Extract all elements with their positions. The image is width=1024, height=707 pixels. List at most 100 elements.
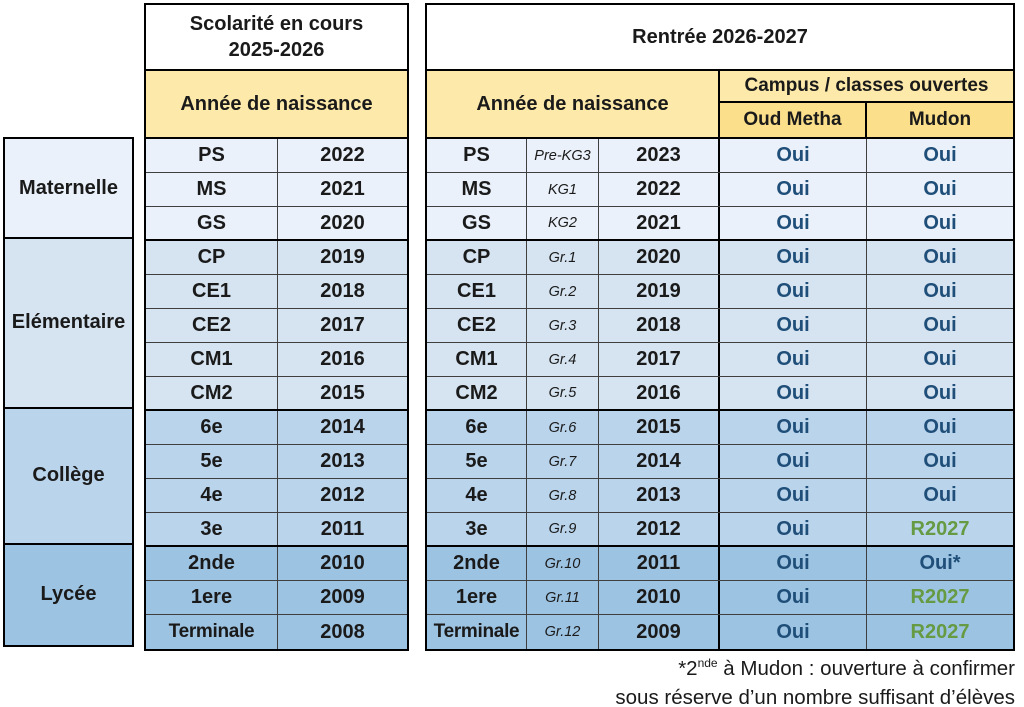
birth-year-cell: 2017 [320, 314, 365, 336]
class-name-cell: 1ere [146, 581, 278, 614]
current-year-table: Scolarité en cours 2025-2026 Année de na… [144, 3, 409, 651]
footnote-superscript: nde [697, 656, 718, 670]
birth-year-cell: 2023 [599, 139, 720, 172]
birth-year-cell: 2020 [599, 241, 720, 274]
table-row: 4e Gr.8 2013 Oui Oui [427, 479, 1013, 513]
current-table-title: Scolarité en cours 2025-2026 [146, 5, 407, 71]
class-name-cell: 5e [427, 445, 527, 478]
grade-en-cell: Gr.9 [527, 513, 599, 545]
mudon-status-cell: Oui [923, 348, 957, 370]
mudon-status-cell: Oui [923, 280, 957, 302]
footnote-line2: sous réserve d’un nombre suffisant d’élè… [615, 685, 1015, 707]
class-name-cell: 6e [427, 411, 527, 444]
table-row: 2nde 2010 [146, 547, 407, 581]
class-name-cell: 1ere [427, 581, 527, 614]
birth-year-cell: 2012 [599, 513, 720, 545]
class-name-cell: 3e [427, 513, 527, 545]
birth-year-cell: 2016 [320, 348, 365, 370]
oud-metha-status-cell: Oui [720, 547, 867, 580]
class-name-cell: GS [146, 207, 278, 239]
birth-year-cell: 2021 [320, 178, 365, 200]
table-row: 2nde Gr.10 2011 Oui Oui* [427, 547, 1013, 581]
campus-mudon-header: Mudon [908, 109, 972, 130]
grade-en-cell: Gr.2 [527, 275, 599, 308]
next-table-header: Année de naissance Campus / classes ouve… [427, 71, 1013, 139]
level-label-0: Maternelle [3, 137, 134, 239]
oud-metha-status-cell: Oui [720, 275, 867, 308]
mudon-status-cell: Oui [923, 381, 957, 404]
birth-year-cell: 2012 [320, 484, 365, 506]
table-row: PS 2022 [146, 139, 407, 173]
table-row: CP 2019 [146, 241, 407, 275]
table-row: Terminale Gr.12 2009 Oui R2027 [427, 615, 1013, 649]
birth-year-cell: 2017 [599, 343, 720, 376]
table-row: CE1 2018 [146, 275, 407, 309]
birth-year-cell: 2010 [599, 581, 720, 614]
class-name-cell: PS [146, 139, 278, 172]
class-name-cell: CP [427, 241, 527, 274]
grade-en-cell: Gr.3 [527, 309, 599, 342]
class-name-cell: 3e [146, 513, 278, 545]
mudon-status-cell: R2027 [910, 586, 970, 608]
grade-en-cell: KG2 [527, 207, 599, 239]
mudon-status-cell: Oui [923, 484, 957, 506]
table-row: PS Pre-KG3 2023 Oui Oui [427, 139, 1013, 173]
grade-en-cell: Gr.4 [527, 343, 599, 376]
table-row: Terminale 2008 [146, 615, 407, 649]
mudon-status-cell: Oui [923, 416, 957, 438]
birth-year-cell: 2010 [320, 552, 365, 574]
table-row: 6e 2014 [146, 411, 407, 445]
class-name-cell: 6e [146, 411, 278, 444]
table-row: CP Gr.1 2020 Oui Oui [427, 241, 1013, 275]
oud-metha-status-cell: Oui [720, 207, 867, 239]
class-name-cell: CP [146, 241, 278, 274]
mudon-status-cell: R2027 [910, 620, 970, 643]
oud-metha-status-cell: Oui [720, 445, 867, 478]
oud-metha-status-cell: Oui [720, 377, 867, 409]
table-row: 6e Gr.6 2015 Oui Oui [427, 411, 1013, 445]
birth-year-cell: 2019 [320, 246, 365, 268]
birth-year-cell: 2013 [320, 450, 365, 472]
mudon-status-cell: Oui* [919, 552, 961, 574]
campus-oud-metha-header: Oud Metha [720, 103, 867, 137]
table-row: 3e 2011 [146, 513, 407, 547]
mudon-status-cell: Oui [923, 178, 957, 200]
table-row: 1ere Gr.11 2010 Oui R2027 [427, 581, 1013, 615]
birth-year-cell: 2018 [599, 309, 720, 342]
birth-year-cell: 2015 [320, 381, 365, 404]
oud-metha-status-cell: Oui [720, 343, 867, 376]
class-name-cell: CE1 [146, 275, 278, 308]
next-table-title-text: Rentrée 2026-2027 [632, 26, 808, 48]
table-row: GS 2020 [146, 207, 407, 241]
table-row: GS KG2 2021 Oui Oui [427, 207, 1013, 241]
class-name-cell: 4e [427, 479, 527, 512]
birth-year-cell: 2016 [599, 377, 720, 409]
grade-en-cell: Gr.7 [527, 445, 599, 478]
class-name-cell: CE1 [427, 275, 527, 308]
campus-subheaders: Oud Metha Mudon [720, 103, 1013, 137]
table-row: 4e 2012 [146, 479, 407, 513]
oud-metha-status-cell: Oui [720, 309, 867, 342]
birth-year-cell: 2018 [320, 280, 365, 302]
birth-year-cell: 2020 [320, 211, 365, 234]
grade-en-cell: Pre-KG3 [527, 139, 599, 172]
class-name-cell: MS [427, 173, 527, 206]
campus-classes-header: Campus / classes ouvertes [720, 71, 1013, 103]
grade-en-cell: Gr.12 [527, 615, 599, 649]
birth-year-cell: 2014 [599, 445, 720, 478]
mudon-status-cell: Oui [923, 144, 957, 166]
class-name-cell: CE2 [146, 309, 278, 342]
footnote: *2nde à Mudon : ouverture à confirmer so… [615, 649, 1015, 707]
table-row: CM2 2015 [146, 377, 407, 411]
birth-year-cell: 2009 [599, 615, 720, 649]
oud-metha-status-cell: Oui [720, 173, 867, 206]
birth-year-cell: 2022 [320, 144, 365, 166]
birth-year-cell: 2013 [599, 479, 720, 512]
table-row: 5e Gr.7 2014 Oui Oui [427, 445, 1013, 479]
next-table-title: Rentrée 2026-2027 [427, 5, 1013, 71]
table-row: MS 2021 [146, 173, 407, 207]
campus-header-group: Campus / classes ouvertes Oud Metha Mudo… [720, 71, 1013, 137]
oud-metha-status-cell: Oui [720, 513, 867, 545]
class-name-cell: PS [427, 139, 527, 172]
